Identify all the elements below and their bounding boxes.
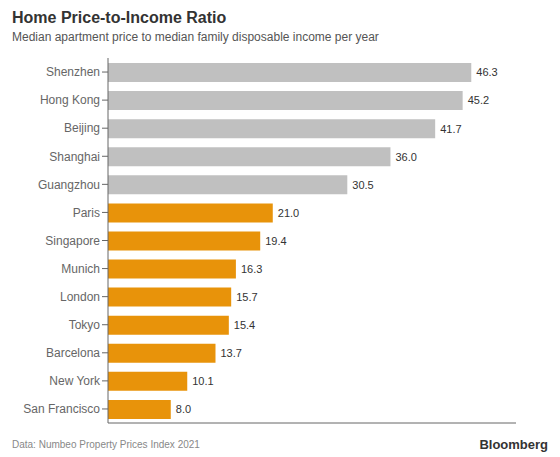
svg-text:London: London: [60, 290, 100, 304]
svg-text:15.4: 15.4: [234, 319, 255, 331]
svg-text:Tokyo: Tokyo: [69, 318, 101, 332]
html-text:Median apartment price to medi: Median apartment price to median family …: [12, 30, 379, 44]
svg-text:Munich: Munich: [61, 262, 100, 276]
svg-text:Beijing: Beijing: [64, 121, 100, 135]
svg-text:10.1: 10.1: [192, 375, 213, 387]
svg-text:Guangzhou: Guangzhou: [38, 178, 100, 192]
svg-text:New York: New York: [49, 374, 101, 388]
svg-text:Barcelona: Barcelona: [46, 346, 100, 360]
svg-text:Shanghai: Shanghai: [49, 150, 100, 164]
html-text:Data: Numbeo Property Prices I: Data: Numbeo Property Prices Index 2021: [12, 438, 200, 450]
svg-text:36.0: 36.0: [395, 151, 416, 163]
svg-text:41.7: 41.7: [440, 123, 461, 135]
svg-text:15.7: 15.7: [236, 291, 257, 303]
svg-text:46.3: 46.3: [476, 66, 497, 78]
svg-text:8.0: 8.0: [176, 403, 191, 415]
html-text:Bloomberg: Bloomberg: [479, 436, 548, 452]
svg-text:Singapore: Singapore: [45, 234, 100, 248]
svg-text:Shenzhen: Shenzhen: [46, 65, 100, 79]
svg-text:Hong Kong: Hong Kong: [40, 93, 100, 107]
svg-text:45.2: 45.2: [468, 94, 489, 106]
svg-text:21.0: 21.0: [278, 207, 299, 219]
svg-text:19.4: 19.4: [265, 235, 286, 247]
svg-text:13.7: 13.7: [220, 347, 241, 359]
svg-text:16.3: 16.3: [241, 263, 262, 275]
svg-text:30.5: 30.5: [352, 179, 373, 191]
svg-text:Paris: Paris: [73, 206, 100, 220]
svg-text:San Francisco: San Francisco: [23, 402, 100, 416]
html-text:Home Price-to-Income Ratio: Home Price-to-Income Ratio: [12, 9, 227, 26]
